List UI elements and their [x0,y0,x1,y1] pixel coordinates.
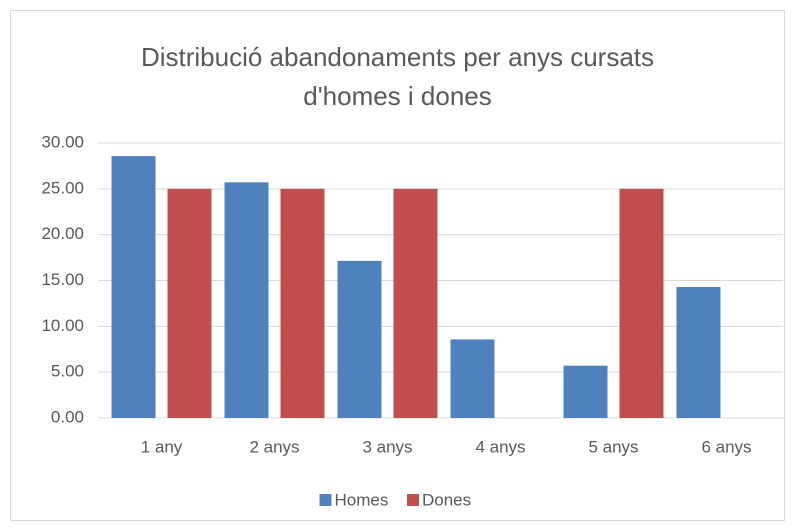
bar [619,188,664,418]
x-tick-label: 2 anys [249,437,299,456]
bar [563,365,608,418]
bar [393,188,438,418]
bar [167,188,212,418]
y-tick-label: 25.00 [41,178,84,197]
x-tick-label: 1 any [141,437,183,456]
y-tick-label: 15.00 [41,270,84,289]
x-tick-label: 5 anys [588,437,638,456]
bar [676,287,721,418]
bar [280,188,325,418]
chart-title: Distribució abandonaments per anys cursa… [140,42,655,111]
y-tick-label: 0.00 [51,407,84,426]
legend-label: Homes [335,490,389,509]
legend-swatch [319,494,332,506]
y-tick-label: 30.00 [41,132,84,151]
y-tick-label: 10.00 [41,316,84,335]
y-tick-label: 5.00 [51,362,84,381]
chart-border [10,10,785,521]
legend-label: Dones [422,490,471,509]
x-tick-label: 6 anys [701,437,751,456]
bar [111,156,156,418]
bar [337,260,382,418]
x-tick-label: 3 anys [362,437,412,456]
legend-swatch [407,494,419,506]
y-tick-label: 20.00 [41,224,84,243]
x-tick-label: 4 anys [475,437,525,456]
bar [224,182,269,418]
bar [450,339,495,418]
